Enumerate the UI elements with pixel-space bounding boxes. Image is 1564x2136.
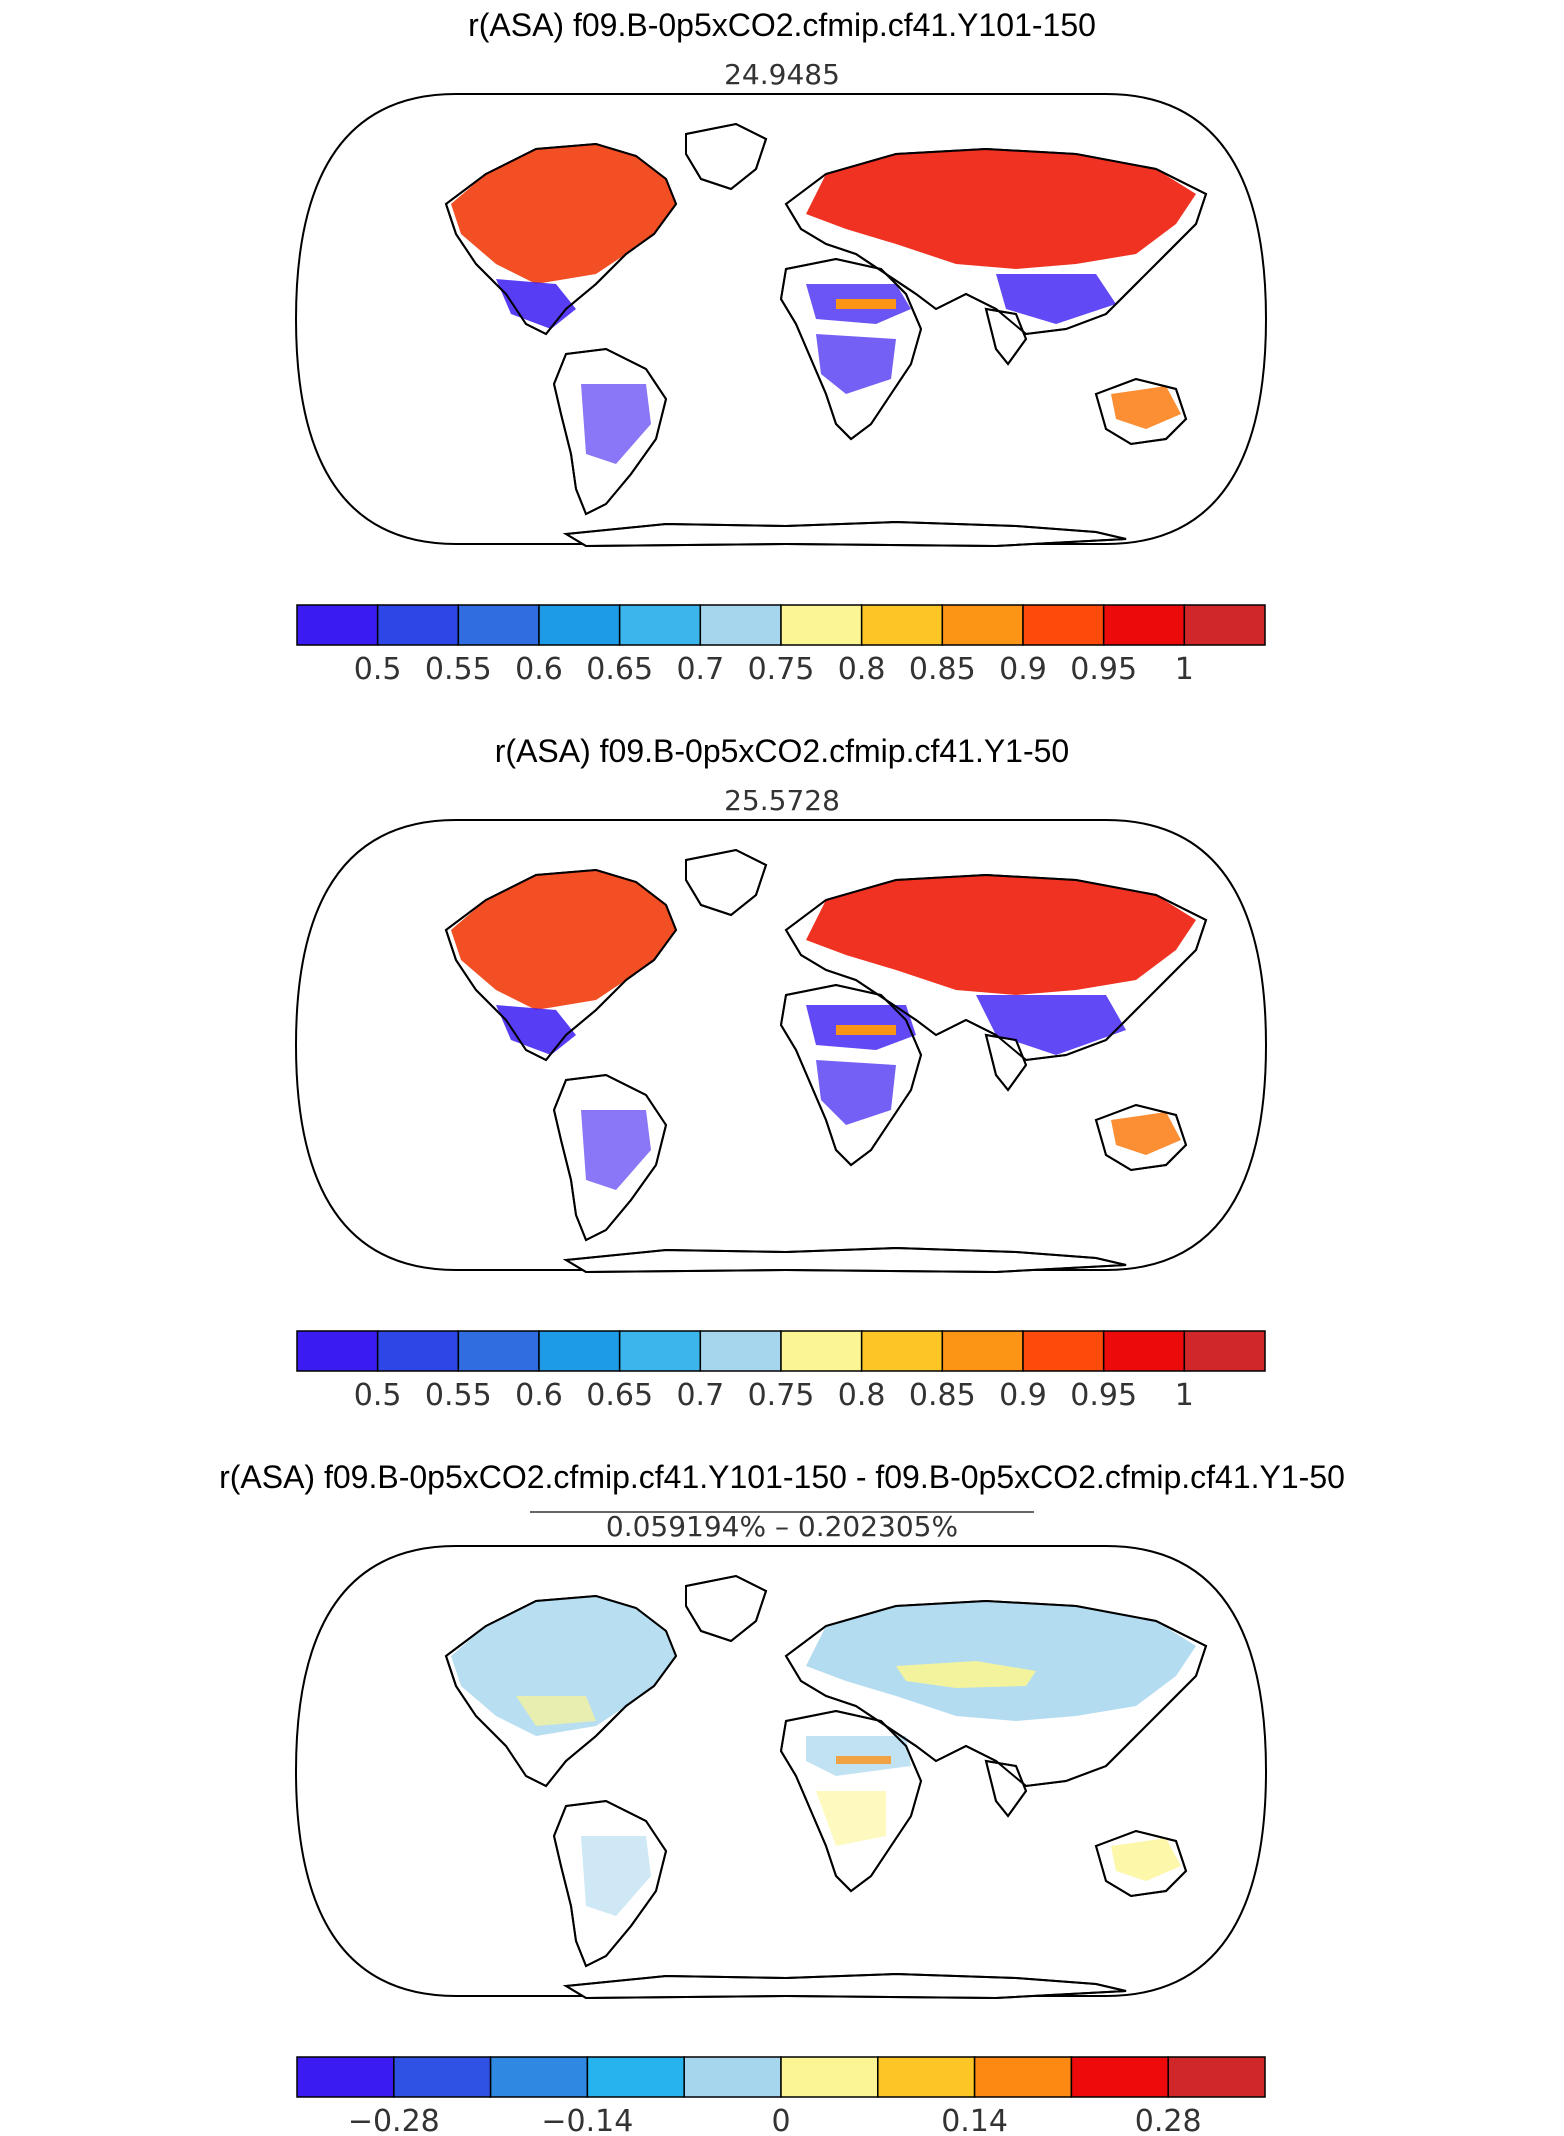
map-3 [294,1545,1268,1999]
panel-1-title: r(ASA) f09.B-0p5xCO2.cfmip.cf41.Y101-150 [468,7,1096,43]
panel-3-subtitle: 0.059194% – 0.202305% [606,1510,958,1543]
colorbar-label: 0.8 [838,1378,886,1413]
colorbar-label: 0.9 [999,1378,1047,1413]
colorbar-swatch [1183,604,1266,646]
colorbar-label: 1 [1175,652,1194,687]
colorbar-2-boxes [296,1330,1266,1372]
colorbar-swatch [1102,1330,1186,1372]
colorbar-label: −0.28 [348,2104,440,2136]
panel-2-title: r(ASA) f09.B-0p5xCO2.cfmip.cf41.Y1-50 [495,733,1069,769]
colorbar-label: −0.14 [541,2104,633,2136]
colorbar-swatch [538,604,621,646]
map-3-land [445,1575,1207,1999]
colorbar-swatch [538,1330,621,1372]
colorbar-swatch [683,2056,782,2098]
colorbar-label: 0.65 [586,1378,653,1413]
colorbar-1-labels: 0.5 0.55 0.6 0.65 0.7 0.75 0.8 0.85 0.9 0.95 1 [354,652,1194,687]
colorbar-swatch [699,1330,782,1372]
colorbar-label: 0.95 [1070,1378,1137,1413]
colorbar-swatch [376,1330,460,1372]
colorbar-swatch [457,604,540,646]
colorbar-swatch [586,2056,685,2098]
colorbar-label: 0.8 [838,652,886,687]
colorbar-swatch [860,1330,944,1372]
map-2-land [445,849,1207,1273]
colorbar-swatch [296,2056,395,2098]
colorbar-label: 0.5 [354,652,402,687]
colorbar-label: 0.55 [425,652,492,687]
colorbar-swatch [376,604,460,646]
colorbar-swatch [780,604,863,646]
colorbar-swatch [780,1330,863,1372]
colorbar-swatch [457,1330,540,1372]
colorbar-label: 0.85 [909,652,976,687]
colorbar-label: 0.28 [1135,2104,1202,2136]
colorbar-1-boxes [296,604,1266,646]
colorbar-swatch [973,2056,1073,2098]
colorbar-swatch [860,604,944,646]
colorbar-label: 0.6 [515,1378,563,1413]
colorbar-label: 0.7 [676,652,724,687]
colorbar-swatch [296,604,379,646]
colorbar-swatch [489,2056,589,2098]
colorbar-swatch [618,1330,702,1372]
colorbar-2: 0.5 0.55 0.6 0.65 0.7 0.75 0.8 0.85 0.9 0.95 1 [296,1330,1266,1413]
colorbar-label: 0.95 [1070,652,1137,687]
colorbar-swatch [1102,604,1186,646]
colorbar-label: 1 [1175,1378,1194,1413]
colorbar-swatch [780,2056,879,2098]
map-1-land [445,123,1207,547]
colorbar-swatch [941,604,1024,646]
colorbar-label: 0.65 [586,652,653,687]
colorbar-swatch [877,2056,976,2098]
colorbar-3: −0.28 −0.14 0 0.14 0.28 [296,2056,1266,2136]
colorbar-swatch [1022,1330,1105,1372]
colorbar-label: 0.7 [676,1378,724,1413]
colorbar-label: 0.75 [748,652,815,687]
colorbar-3-boxes [296,2056,1266,2098]
panel-3: r(ASA) f09.B-0p5xCO2.cfmip.cf41.Y101-150… [219,1459,1345,2136]
colorbar-swatch [618,604,702,646]
colorbar-swatch [1167,2056,1266,2098]
colorbar-swatch [941,1330,1024,1372]
colorbar-label: 0.75 [748,1378,815,1413]
map-1 [294,93,1268,547]
panel-2-subtitle: 25.5728 [724,784,840,817]
colorbar-swatch [1070,2056,1169,2098]
colorbar-2-labels: 0.5 0.55 0.6 0.65 0.7 0.75 0.8 0.85 0.9 0.95 1 [354,1378,1194,1413]
panel-1-subtitle: 24.9485 [724,58,840,91]
map-2 [294,819,1268,1273]
colorbar-label: 0.5 [354,1378,402,1413]
panel-3-title: r(ASA) f09.B-0p5xCO2.cfmip.cf41.Y101-150… [219,1459,1345,1495]
colorbar-swatch [1022,604,1105,646]
colorbar-3-labels: −0.28 −0.14 0 0.14 0.28 [348,2104,1202,2136]
colorbar-swatch [296,1330,379,1372]
colorbar-swatch [393,2056,492,2098]
panel-2: r(ASA) f09.B-0p5xCO2.cfmip.cf41.Y1-50 25… [294,733,1268,1413]
panel-1: r(ASA) f09.B-0p5xCO2.cfmip.cf41.Y101-150… [294,7,1268,687]
colorbar-swatch [699,604,782,646]
colorbar-1: 0.5 0.55 0.6 0.65 0.7 0.75 0.8 0.85 0.9 0.95 1 [296,604,1266,687]
colorbar-label: 0.6 [515,652,563,687]
colorbar-swatch [1183,1330,1266,1372]
colorbar-label: 0 [771,2104,790,2136]
colorbar-label: 0.14 [941,2104,1008,2136]
colorbar-label: 0.85 [909,1378,976,1413]
colorbar-label: 0.55 [425,1378,492,1413]
colorbar-label: 0.9 [999,652,1047,687]
